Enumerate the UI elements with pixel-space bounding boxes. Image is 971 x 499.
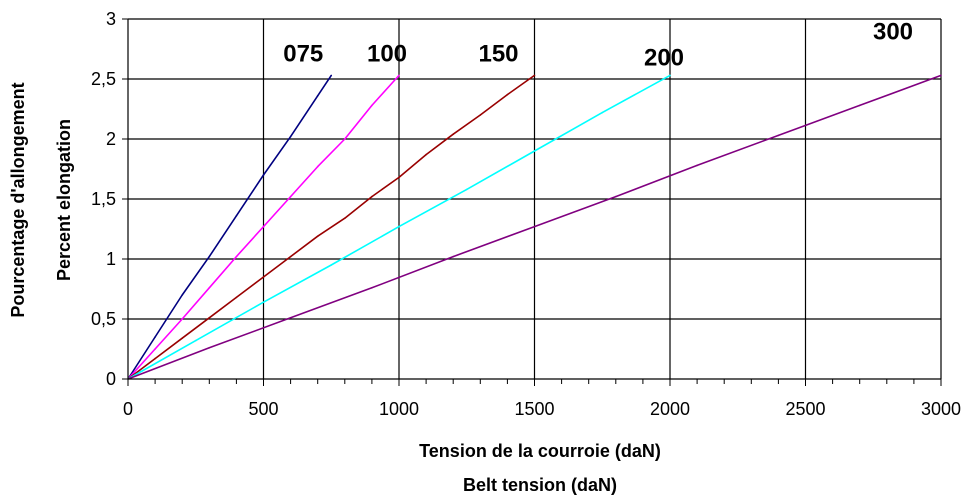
x-tick-label: 0 bbox=[123, 399, 133, 419]
y-tick-label: 2,5 bbox=[91, 69, 116, 89]
x-tick-label: 3000 bbox=[921, 399, 961, 419]
data-point-150 bbox=[371, 195, 373, 198]
data-point-300 bbox=[452, 255, 455, 258]
series-line-075 bbox=[127, 74, 332, 380]
x-axis-title-english: Belt tension (daN) bbox=[463, 475, 617, 495]
data-point-100 bbox=[289, 195, 292, 198]
x-axis-title-french: Tension de la courroie (daN) bbox=[419, 441, 661, 461]
data-point-075 bbox=[235, 215, 238, 217]
data-point-200 bbox=[669, 74, 671, 77]
y-tick-label: 2 bbox=[106, 129, 116, 149]
data-point-150 bbox=[425, 153, 427, 156]
data-point-150 bbox=[506, 93, 509, 96]
y-tick-label: 0 bbox=[106, 369, 116, 389]
axes: 0 500 1000 1500 2000 2500 3000 0 0,5 1 1,5 2 2,5 3 bbox=[91, 9, 961, 419]
data-point-100 bbox=[371, 104, 373, 107]
y-tick-label: 1 bbox=[106, 249, 116, 269]
data-point-075 bbox=[330, 74, 333, 77]
data-point-100 bbox=[262, 225, 265, 228]
x-tick-label: 1500 bbox=[514, 399, 554, 419]
data-point-300 bbox=[208, 347, 211, 349]
y-tick-label: 1,5 bbox=[91, 189, 116, 209]
series-label-100: 100 bbox=[367, 40, 407, 67]
data-point-150 bbox=[235, 296, 238, 299]
data-point-200 bbox=[533, 150, 536, 152]
data-point-100 bbox=[208, 287, 211, 289]
data-point-150 bbox=[533, 74, 536, 77]
data-point-150 bbox=[262, 276, 265, 278]
data-point-200 bbox=[398, 225, 400, 228]
data-point-200 bbox=[330, 264, 333, 266]
y-axis-title-english: Percent elongation bbox=[54, 119, 74, 281]
data-point-300 bbox=[696, 164, 698, 167]
data-point-075 bbox=[154, 336, 156, 338]
data-point-100 bbox=[154, 348, 156, 350]
data-point-100 bbox=[316, 165, 319, 168]
data-point-300 bbox=[615, 195, 617, 198]
series-line-150 bbox=[127, 74, 535, 380]
series-label-300: 300 bbox=[873, 18, 913, 45]
series-lines bbox=[127, 74, 942, 380]
data-point-150 bbox=[208, 317, 211, 319]
data-point-075 bbox=[208, 255, 211, 258]
data-point-150 bbox=[398, 176, 400, 179]
data-point-150 bbox=[154, 357, 156, 360]
data-point-300 bbox=[940, 74, 942, 77]
data-point-200 bbox=[601, 111, 604, 114]
data-point-075 bbox=[289, 135, 292, 138]
data-point-150 bbox=[181, 337, 183, 340]
data-point-075 bbox=[262, 174, 265, 176]
data-point-200 bbox=[262, 301, 265, 304]
x-tick-label: 1000 bbox=[379, 399, 419, 419]
series-label-075: 075 bbox=[283, 40, 323, 67]
series-label-150: 150 bbox=[478, 40, 518, 67]
data-point-300 bbox=[371, 287, 373, 289]
data-point-100 bbox=[398, 74, 400, 77]
data-point-150 bbox=[316, 235, 319, 237]
series-label-200: 200 bbox=[644, 44, 684, 71]
data-point-300 bbox=[777, 134, 780, 137]
data-point-200 bbox=[465, 188, 468, 191]
data-point-200 bbox=[194, 339, 197, 342]
data-point-300 bbox=[533, 225, 536, 228]
data-point-300 bbox=[289, 317, 292, 319]
data-point-150 bbox=[479, 114, 482, 116]
data-point-075 bbox=[181, 294, 183, 296]
data-point-075 bbox=[316, 95, 319, 97]
y-axis-title-french: Pourcentage d'allongement bbox=[8, 82, 28, 317]
x-tick-label: 500 bbox=[248, 399, 278, 419]
y-tick-label: 3 bbox=[106, 9, 116, 29]
y-tick-label: 0,5 bbox=[91, 309, 116, 329]
x-tick-label: 2500 bbox=[785, 399, 825, 419]
data-point-150 bbox=[289, 255, 292, 258]
data-point-150 bbox=[344, 217, 346, 219]
series-labels: 075 100 150 200 300 bbox=[283, 18, 913, 71]
data-point-150 bbox=[452, 133, 455, 135]
data-point-100 bbox=[181, 318, 183, 320]
data-point-300 bbox=[858, 104, 861, 107]
data-point-100 bbox=[235, 255, 238, 258]
grid bbox=[128, 18, 942, 379]
data-point-100 bbox=[344, 138, 346, 140]
x-tick-label: 2000 bbox=[650, 399, 690, 419]
